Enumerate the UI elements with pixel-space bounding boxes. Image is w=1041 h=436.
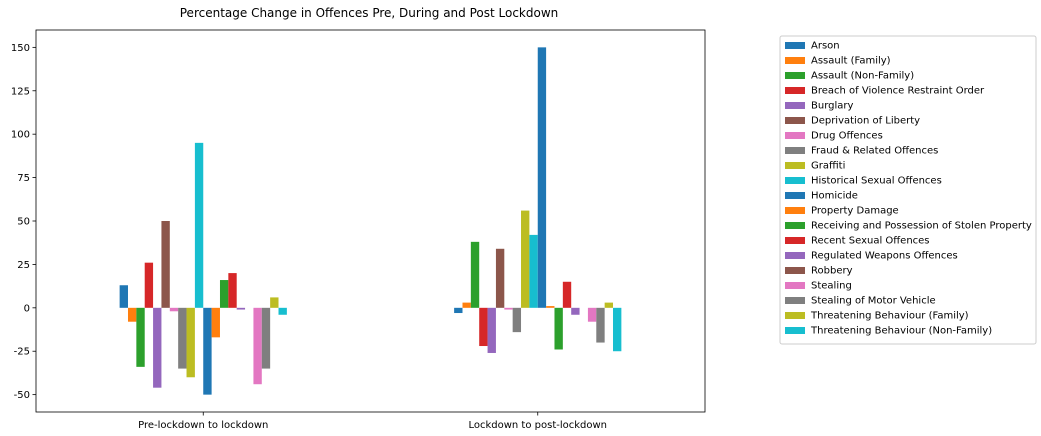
legend-swatch: [785, 267, 805, 274]
legend-entry: Drug Offences: [811, 131, 883, 142]
bar-assault-family-1: [127, 307, 137, 322]
legend-entry: Arson: [811, 41, 840, 52]
bar-breach-of-violence-restraint-order-2: [479, 307, 488, 347]
legend-entry: Assault (Family): [811, 56, 891, 67]
legend-swatch: [785, 222, 805, 229]
bar-homicide-1: [203, 307, 212, 395]
bar-stealing-2: [587, 307, 597, 322]
legend-swatch: [785, 147, 805, 154]
legend: Arson Assault (Family) Assault (Non-Family…: [779, 35, 1037, 345]
bar-recent-sexual-offences-2: [562, 281, 572, 308]
x-tick-label: Pre-lockdown to lockdown: [138, 420, 268, 431]
y-tick-label: -50: [14, 390, 30, 401]
bar-stealing-of-motor-vehicle-2: [596, 307, 605, 343]
legend-entry: Burglary: [811, 101, 853, 112]
y-tick-label: 25: [17, 260, 30, 271]
bar-burglary-2: [487, 307, 496, 353]
legend-entry: Graffiti: [811, 161, 845, 172]
bar-assault-non-family-1: [136, 307, 145, 367]
bar-recent-sexual-offences-1: [228, 273, 237, 308]
y-tick-label: -25: [14, 347, 30, 358]
legend-entry: Robbery: [811, 266, 853, 277]
legend-swatch: [785, 57, 805, 64]
bar-deprivation-of-liberty-2: [495, 248, 505, 308]
legend-swatch: [785, 162, 805, 169]
bar-stealing-of-motor-vehicle-1: [261, 307, 271, 369]
y-tick-label: 125: [11, 86, 30, 97]
bar-arson-2: [454, 307, 463, 314]
legend-entry: Stealing of Motor Vehicle: [811, 296, 936, 307]
bar-drug-offences-1: [169, 307, 179, 312]
legend-entry: Receiving and Possession of Stolen Prope…: [811, 221, 1032, 232]
y-tick-label: 0: [24, 303, 30, 314]
legend-entry: Deprivation of Liberty: [811, 116, 920, 127]
bar-stealing-1: [253, 307, 262, 385]
bar-threatening-behaviour-non-family-1: [278, 307, 287, 315]
y-tick-label: 100: [11, 130, 30, 141]
bar-threatening-behaviour-non-family-2: [613, 307, 622, 352]
legend-swatch: [785, 42, 805, 49]
legend-entry: Property Damage: [811, 206, 899, 217]
legend-entry: Breach of Violence Restraint Order: [811, 86, 985, 97]
legend-entry: Regulated Weapons Offences: [811, 251, 958, 262]
legend-swatch: [785, 177, 805, 184]
y-tick-label: 75: [17, 173, 30, 184]
legend-box: [779, 35, 1037, 345]
bar-drug-offences-2: [504, 307, 513, 310]
legend-entry: Recent Sexual Offences: [811, 236, 930, 247]
x-tick-label: Lockdown to post-lockdown: [468, 420, 607, 431]
bar-receiving-and-possession-of-stolen-property-2: [554, 307, 563, 350]
bar-regulated-weapons-offences-2: [571, 307, 580, 315]
legend-swatch: [785, 327, 805, 334]
bar-homicide-2: [537, 47, 547, 308]
plot-area: -50 -25 0 25 50 75 100 125 150 Pre-lockdown to lo…: [11, 29, 706, 431]
legend-swatch: [785, 132, 805, 139]
bar-graffiti-2: [521, 210, 530, 308]
legend-entry: Threatening Behaviour (Non-Family): [810, 326, 992, 337]
legend-swatch: [785, 192, 805, 199]
legend-swatch: [785, 237, 805, 244]
legend-entry: Threatening Behaviour (Family): [810, 311, 969, 322]
legend-swatch: [785, 282, 805, 289]
legend-entry: Homicide: [811, 191, 858, 202]
chart-title: Percentage Change in Offences Pre, Durin…: [180, 6, 559, 20]
legend-swatch: [785, 297, 805, 304]
bar-breach-of-violence-restraint-order-1: [144, 262, 154, 308]
y-tick-label: 50: [17, 217, 30, 228]
legend-swatch: [785, 207, 805, 214]
legend-swatch: [785, 87, 805, 94]
legend-entry: Stealing: [811, 281, 852, 292]
bar-receiving-and-possession-of-stolen-property-1: [219, 280, 229, 308]
legend-entry: Fraud & Related Offences: [811, 146, 938, 157]
legend-swatch: [785, 312, 805, 319]
bar-arson-1: [119, 285, 128, 308]
bar-fraud-related-offences-2: [512, 307, 522, 333]
bar-property-damage-2: [546, 306, 555, 308]
bar-threatening-behaviour-family-1: [270, 297, 279, 308]
bar-assault-family-2: [462, 302, 471, 308]
bar-regulated-weapons-offences-1: [236, 307, 246, 310]
y-tick-label: 150: [11, 43, 30, 54]
legend-swatch: [785, 117, 805, 124]
legend-swatch: [785, 72, 805, 79]
bar-deprivation-of-liberty-1: [161, 221, 170, 308]
bar-property-damage-1: [211, 307, 220, 338]
bar-assault-non-family-2: [470, 241, 480, 308]
legend-entry: Assault (Non-Family): [811, 71, 914, 82]
bar-historical-sexual-offences-2: [529, 234, 538, 308]
bar-graffiti-1: [186, 307, 195, 378]
bar-fraud-related-offences-1: [178, 307, 187, 369]
bar-burglary-1: [153, 307, 162, 388]
legend-swatch: [785, 252, 805, 259]
legend-swatch: [785, 102, 805, 109]
legend-entry: Historical Sexual Offences: [811, 176, 942, 187]
bar-threatening-behaviour-family-2: [604, 302, 614, 308]
bar-historical-sexual-offences-1: [194, 142, 204, 308]
